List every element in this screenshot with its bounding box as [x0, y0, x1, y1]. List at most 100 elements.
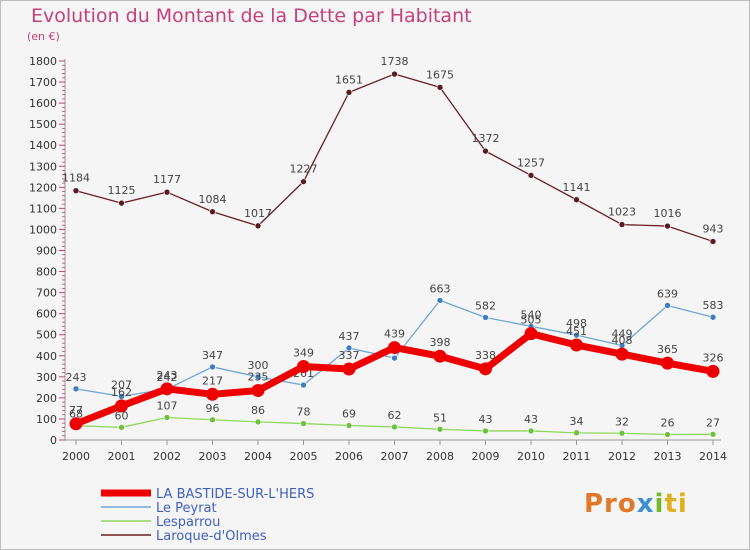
data-label-la-bastide-sur-l-hers: 408	[612, 334, 633, 347]
data-point-le-peyrat	[72, 385, 80, 393]
x-tick-label: 2010	[517, 450, 545, 463]
y-tick-label: 1400	[29, 139, 57, 152]
data-point-laroque-d-olmes	[482, 147, 489, 155]
data-point-lesparrou	[527, 427, 535, 435]
data-point-laroque-d-olmes	[527, 172, 535, 179]
data-point-la-bastide-sur-l-hers	[115, 399, 128, 413]
data-label-le-peyrat: 207	[111, 378, 132, 391]
data-point-la-bastide-sur-l-hers	[524, 327, 538, 341]
data-point-laroque-d-olmes	[436, 84, 444, 91]
data-label-laroque-d-olmes: 1023	[608, 206, 636, 219]
data-point-la-bastide-sur-l-hers	[661, 356, 674, 370]
x-tick-label: 2003	[199, 450, 227, 463]
x-tick-label: 2000	[62, 450, 90, 463]
data-label-lesparrou: 107	[157, 399, 178, 412]
x-tick-label: 2012	[608, 450, 636, 463]
data-label-laroque-d-olmes: 943	[703, 222, 724, 235]
data-point-le-peyrat	[482, 314, 489, 321]
data-point-laroque-d-olmes	[72, 187, 80, 195]
y-tick-label: 1800	[29, 55, 57, 68]
data-label-le-peyrat: 449	[612, 327, 633, 340]
data-point-laroque-d-olmes	[618, 221, 626, 228]
data-label-lesparrou: 68	[69, 408, 83, 421]
y-tick-label: 1200	[29, 181, 57, 194]
data-point-la-bastide-sur-l-hers	[160, 382, 174, 396]
x-tick-label: 2007	[381, 450, 409, 463]
chart-title: Evolution du Montant de la Dette par Hab…	[31, 5, 472, 27]
data-label-lesparrou: 69	[342, 407, 356, 420]
legend-label-lesparrou: Lesparrou	[156, 515, 220, 530]
data-point-la-bastide-sur-l-hers	[251, 384, 265, 398]
data-label-le-peyrat: 663	[430, 282, 451, 295]
data-point-la-bastide-sur-l-hers	[570, 338, 583, 352]
data-point-la-bastide-sur-l-hers	[706, 364, 720, 378]
data-point-le-peyrat	[436, 297, 444, 304]
data-label-la-bastide-sur-l-hers: 235	[248, 371, 269, 384]
data-point-la-bastide-sur-l-hers	[206, 387, 219, 401]
data-label-le-peyrat: 639	[657, 287, 678, 300]
data-point-le-peyrat	[664, 302, 671, 309]
y-tick-label: 1700	[29, 76, 57, 89]
data-label-le-peyrat: 583	[703, 299, 724, 312]
y-tick-label: 1500	[29, 118, 57, 131]
data-label-laroque-d-olmes: 1651	[335, 73, 363, 86]
data-label-le-peyrat: 243	[66, 371, 87, 384]
data-point-laroque-d-olmes	[391, 70, 398, 78]
x-tick-label: 2004	[244, 450, 272, 463]
data-label-laroque-d-olmes: 1257	[517, 156, 545, 169]
data-point-lesparrou	[573, 429, 580, 437]
data-label-lesparrou: 62	[388, 409, 402, 422]
data-label-la-bastide-sur-l-hers: 162	[111, 386, 132, 399]
data-label-lesparrou: 60	[115, 409, 129, 422]
data-label-lesparrou: 34	[570, 415, 584, 428]
x-tick-label: 2008	[426, 450, 454, 463]
data-label-le-peyrat: 437	[339, 330, 360, 343]
data-label-laroque-d-olmes: 1016	[654, 207, 682, 220]
data-label-lesparrou: 32	[615, 415, 629, 428]
data-point-la-bastide-sur-l-hers	[297, 360, 310, 374]
data-point-laroque-d-olmes	[209, 208, 216, 216]
data-label-la-bastide-sur-l-hers: 77	[69, 404, 83, 417]
data-point-laroque-d-olmes	[709, 238, 717, 245]
data-label-la-bastide-sur-l-hers: 365	[657, 343, 678, 356]
data-point-lesparrou	[300, 420, 307, 427]
x-tick-label: 2014	[699, 450, 727, 463]
data-label-lesparrou: 51	[433, 411, 447, 424]
data-label-le-peyrat: 540	[521, 308, 542, 321]
data-label-la-bastide-sur-l-hers: 398	[430, 336, 451, 349]
data-label-la-bastide-sur-l-hers: 337	[339, 349, 360, 362]
y-tick-label: 1300	[29, 160, 57, 173]
y-tick-label: 500	[36, 329, 57, 342]
data-point-la-bastide-sur-l-hers	[69, 417, 83, 431]
data-label-lesparrou: 26	[661, 417, 675, 430]
x-tick-label: 2005	[290, 450, 318, 463]
y-tick-label: 100	[36, 413, 57, 426]
data-point-le-peyrat	[391, 354, 398, 362]
data-label-laroque-d-olmes: 1227	[290, 163, 318, 176]
data-label-la-bastide-sur-l-hers: 326	[703, 351, 724, 364]
x-tick-label: 2011	[563, 450, 591, 463]
data-label-le-peyrat: 300	[248, 359, 269, 372]
data-point-lesparrou	[482, 427, 489, 435]
data-label-lesparrou: 86	[251, 404, 265, 417]
x-tick-label: 2001	[108, 450, 136, 463]
legend-label-la-bastide-sur-l-hers: LA BASTIDE-SUR-L'HERS	[156, 487, 314, 502]
data-label-laroque-d-olmes: 1184	[62, 172, 90, 185]
x-tick-label: 2002	[153, 450, 181, 463]
data-label-le-peyrat: 242	[157, 371, 178, 384]
data-label-laroque-d-olmes: 1141	[563, 181, 591, 194]
data-label-la-bastide-sur-l-hers: 439	[384, 328, 405, 341]
data-point-lesparrou	[163, 414, 171, 421]
y-tick-label: 200	[36, 392, 57, 405]
data-point-lesparrou	[664, 431, 671, 438]
data-label-laroque-d-olmes: 1675	[426, 68, 454, 81]
data-point-la-bastide-sur-l-hers	[433, 349, 447, 363]
data-label-lesparrou: 27	[706, 416, 720, 429]
legend-label-laroque-d-olmes: Laroque-d'Olmes	[156, 529, 267, 544]
data-label-le-peyrat: 498	[566, 317, 587, 330]
data-point-laroque-d-olmes	[254, 222, 262, 230]
data-label-laroque-d-olmes: 1372	[472, 132, 500, 145]
data-label-laroque-d-olmes: 1738	[381, 55, 409, 68]
data-point-la-bastide-sur-l-hers	[342, 362, 356, 376]
